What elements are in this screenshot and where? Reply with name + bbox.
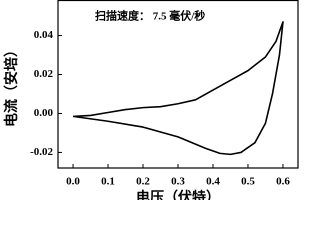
annotation: 扫描速度： 7.5 毫伏/秒 — [95, 9, 205, 23]
x-tick-label: 0.5 — [241, 176, 255, 188]
x-tick-label: 0.1 — [101, 176, 115, 188]
x-tick-label: 0.2 — [136, 176, 150, 188]
x-tick-label: 0.4 — [206, 176, 220, 188]
x-tick-label: 0.3 — [171, 176, 185, 188]
cv-curve — [72, 21, 284, 156]
x-tick-label: 0.0 — [66, 176, 80, 188]
chart: 扫描速度： 7.5 毫伏/秒 电压（伏特） 电流（安培） -0.02 0.00 0.… — [3, 0, 299, 200]
page: 扫描速度： 7.5 毫伏/秒 电压（伏特） 电流（安培） -0.02 0.00 0.… — [3, 0, 299, 200]
y-tick-label: -0.02 — [30, 146, 53, 158]
plot-frame — [57, 0, 299, 169]
y-tick-label: 0.00 — [34, 107, 54, 119]
y-tick-label: 0.02 — [34, 68, 54, 80]
y-axis-title: 电流（安培） — [3, 43, 20, 127]
x-axis-title: 电压（伏特） — [136, 189, 220, 200]
y-tick-label: 0.04 — [34, 29, 54, 41]
x-tick-label: 0.6 — [276, 176, 290, 188]
